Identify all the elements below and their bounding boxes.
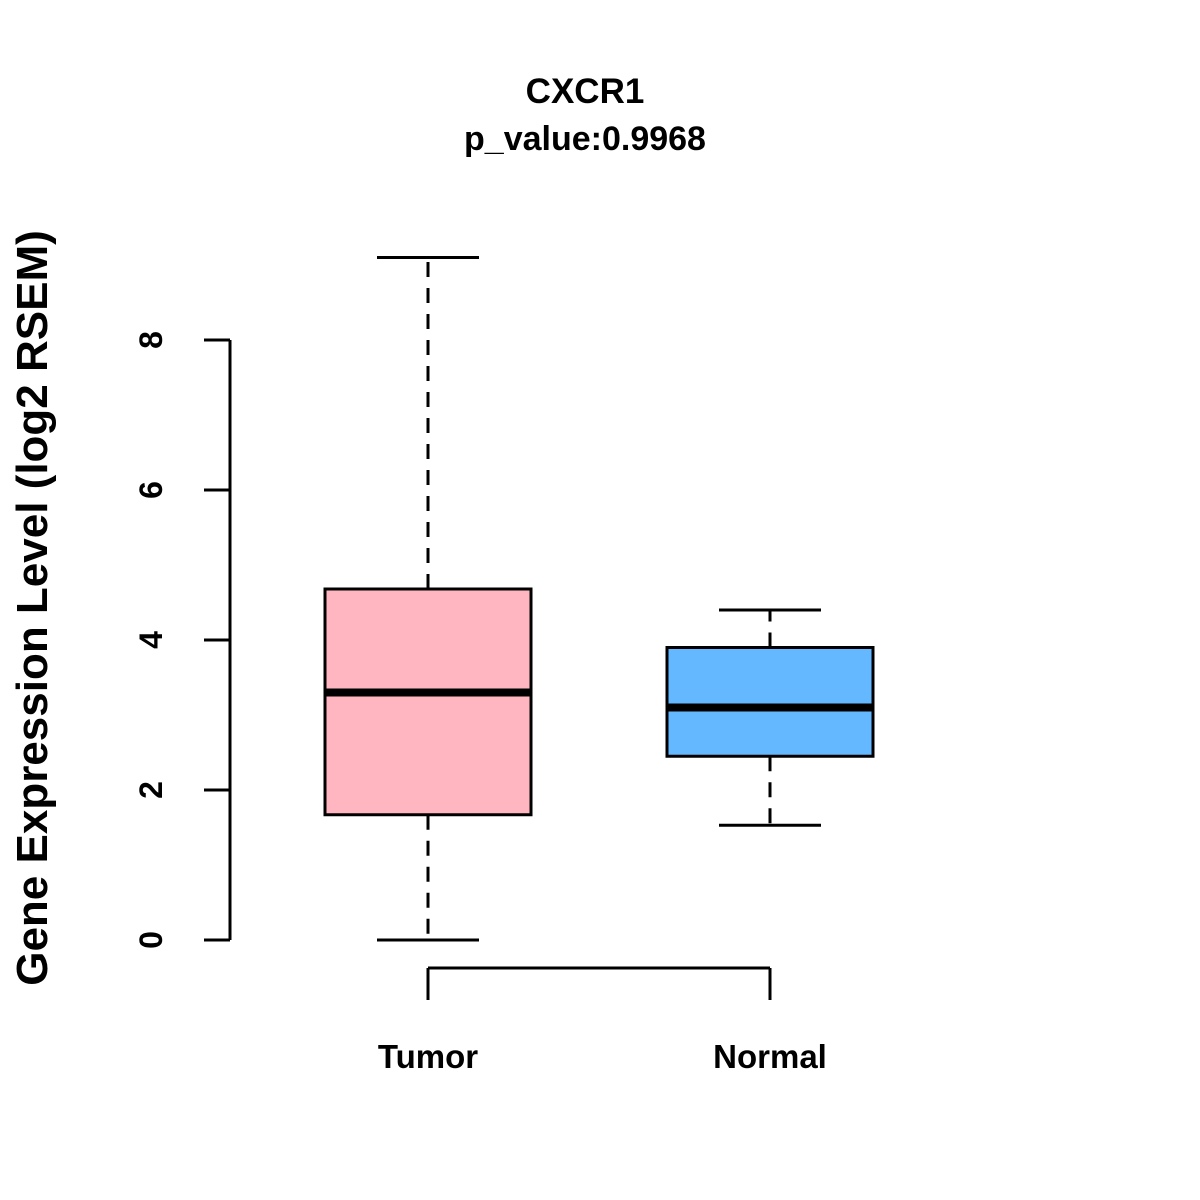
chart-subtitle: p_value:0.9968 xyxy=(464,120,706,158)
y-tick-label: 8 xyxy=(133,331,169,349)
y-tick-label: 6 xyxy=(133,481,169,499)
category-label-tumor: Tumor xyxy=(378,1038,478,1075)
y-tick-label: 0 xyxy=(133,931,169,949)
box-tumor xyxy=(323,587,533,817)
y-tick-label: 4 xyxy=(133,631,169,649)
chart-title: CXCR1 xyxy=(525,72,645,111)
y-tick-label: 2 xyxy=(133,781,169,799)
box-normal xyxy=(665,646,875,758)
category-label-normal: Normal xyxy=(713,1038,827,1075)
